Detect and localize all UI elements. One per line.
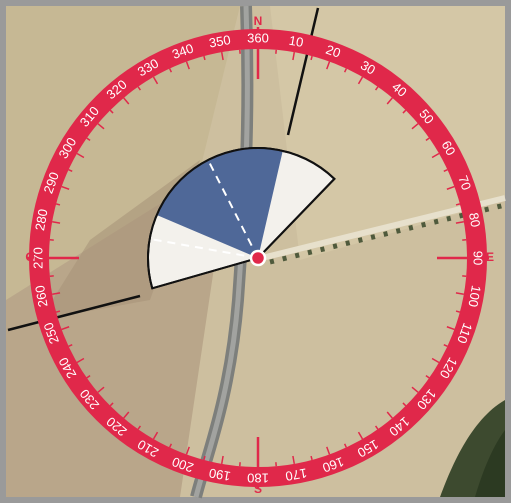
bearing-label: 10	[288, 33, 305, 50]
bearing-label: 90	[471, 251, 486, 265]
cardinal-label: S	[254, 482, 262, 496]
bearing-label: 80	[466, 211, 483, 228]
ring-tick	[456, 204, 460, 205]
page: 1020304050607080901001101201301401501601…	[0, 0, 511, 503]
bearing-label: 360	[247, 30, 269, 45]
map-view: 1020304050607080901001101201301401501601…	[0, 0, 511, 503]
cardinal-label: E	[486, 250, 494, 264]
ring-tick	[311, 56, 312, 60]
cardinal-label: N	[254, 14, 263, 28]
ring-tick	[56, 311, 60, 312]
ring-tick	[204, 56, 205, 60]
ring-tick	[311, 456, 312, 460]
ring-tick	[204, 456, 205, 460]
ring-tick	[56, 204, 60, 205]
ring-tick	[456, 311, 460, 312]
cardinal-label: O	[25, 250, 34, 264]
center-point	[251, 251, 265, 265]
